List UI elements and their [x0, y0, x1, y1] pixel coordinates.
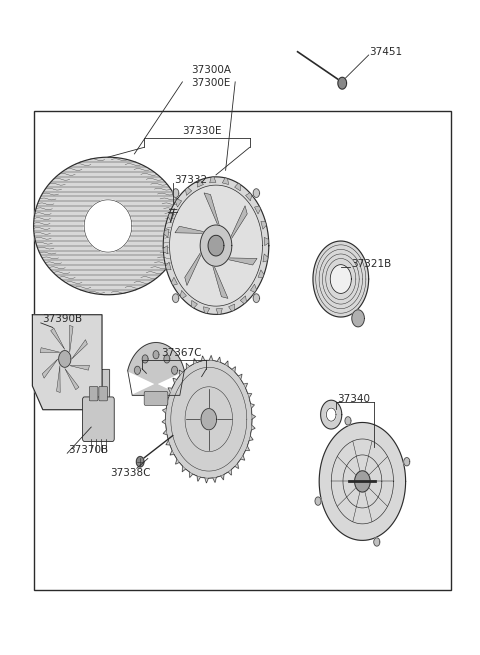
Polygon shape: [208, 235, 224, 256]
Text: 37370B: 37370B: [68, 445, 108, 455]
Polygon shape: [171, 277, 178, 286]
Polygon shape: [169, 185, 263, 306]
Polygon shape: [212, 264, 228, 299]
Polygon shape: [33, 315, 102, 410]
Text: 37300E: 37300E: [192, 78, 231, 88]
Text: 37321B: 37321B: [351, 259, 392, 269]
Polygon shape: [264, 237, 269, 246]
Polygon shape: [230, 206, 247, 240]
Polygon shape: [172, 294, 179, 303]
Polygon shape: [42, 359, 58, 378]
Polygon shape: [59, 350, 71, 367]
Polygon shape: [338, 77, 347, 89]
Polygon shape: [352, 310, 364, 327]
Polygon shape: [70, 326, 73, 352]
Bar: [34, 111, 451, 590]
Polygon shape: [57, 365, 60, 392]
Polygon shape: [136, 457, 144, 467]
Polygon shape: [65, 368, 79, 390]
Polygon shape: [319, 422, 406, 540]
Polygon shape: [261, 221, 266, 229]
Polygon shape: [200, 225, 232, 266]
Polygon shape: [240, 296, 246, 304]
Text: 37451: 37451: [370, 47, 403, 58]
Polygon shape: [180, 290, 186, 299]
Polygon shape: [253, 294, 260, 303]
Polygon shape: [51, 328, 65, 350]
Polygon shape: [166, 360, 252, 478]
Polygon shape: [216, 309, 222, 314]
Text: 37300A: 37300A: [191, 65, 231, 75]
Polygon shape: [313, 241, 369, 317]
Polygon shape: [168, 214, 174, 221]
Polygon shape: [164, 229, 169, 237]
Polygon shape: [204, 307, 210, 313]
Polygon shape: [222, 178, 228, 185]
Polygon shape: [162, 356, 255, 483]
Polygon shape: [102, 369, 109, 398]
Polygon shape: [251, 284, 257, 292]
Polygon shape: [164, 355, 170, 363]
Polygon shape: [185, 251, 202, 286]
Polygon shape: [258, 270, 264, 278]
Polygon shape: [235, 183, 240, 191]
FancyBboxPatch shape: [144, 392, 168, 405]
Polygon shape: [163, 246, 168, 254]
Text: 37332: 37332: [174, 175, 207, 185]
Polygon shape: [70, 365, 89, 370]
Polygon shape: [326, 408, 336, 421]
Text: 37367C: 37367C: [161, 348, 202, 358]
Polygon shape: [175, 199, 181, 207]
Polygon shape: [315, 497, 321, 505]
Polygon shape: [254, 206, 261, 214]
Polygon shape: [404, 458, 410, 466]
Polygon shape: [228, 304, 235, 311]
Polygon shape: [40, 348, 60, 352]
Polygon shape: [171, 366, 178, 374]
Polygon shape: [166, 262, 171, 270]
Polygon shape: [72, 340, 87, 359]
Polygon shape: [172, 189, 179, 197]
Text: 37390B: 37390B: [42, 314, 82, 324]
Polygon shape: [330, 265, 351, 293]
Polygon shape: [34, 157, 182, 295]
Polygon shape: [374, 538, 380, 546]
FancyBboxPatch shape: [89, 386, 98, 401]
Polygon shape: [153, 350, 159, 359]
Polygon shape: [321, 400, 342, 429]
FancyBboxPatch shape: [83, 397, 114, 441]
Polygon shape: [186, 187, 192, 195]
Text: 37340: 37340: [337, 394, 370, 404]
Polygon shape: [210, 177, 216, 183]
Polygon shape: [197, 180, 204, 187]
Polygon shape: [253, 189, 260, 197]
Polygon shape: [163, 177, 269, 314]
Polygon shape: [142, 355, 148, 363]
Text: 37330E: 37330E: [182, 126, 221, 136]
Polygon shape: [192, 301, 197, 308]
Polygon shape: [345, 417, 351, 425]
Text: 37338C: 37338C: [110, 468, 151, 478]
Polygon shape: [355, 471, 370, 492]
Polygon shape: [175, 226, 205, 233]
Polygon shape: [204, 193, 220, 227]
Polygon shape: [84, 200, 132, 252]
Polygon shape: [263, 254, 268, 262]
FancyBboxPatch shape: [99, 386, 108, 401]
Polygon shape: [227, 258, 257, 265]
Polygon shape: [134, 366, 141, 374]
Polygon shape: [246, 193, 252, 201]
Polygon shape: [128, 343, 184, 396]
Polygon shape: [201, 409, 216, 430]
